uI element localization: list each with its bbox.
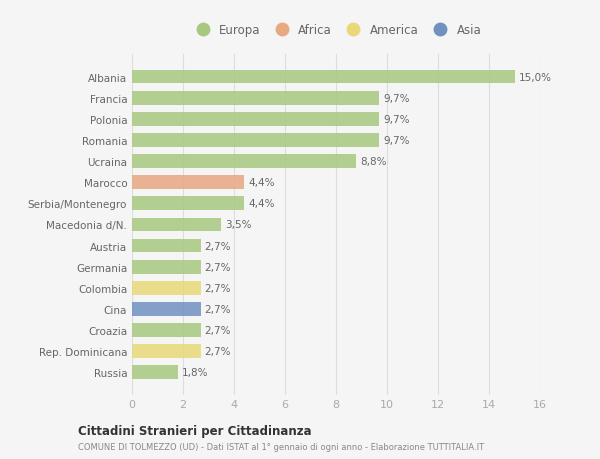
Text: 2,7%: 2,7% xyxy=(205,325,231,335)
Bar xyxy=(132,155,356,168)
Text: 1,8%: 1,8% xyxy=(182,368,208,377)
Text: 9,7%: 9,7% xyxy=(383,135,410,146)
Bar xyxy=(132,345,201,358)
Text: 2,7%: 2,7% xyxy=(205,304,231,314)
Text: 2,7%: 2,7% xyxy=(205,262,231,272)
Bar xyxy=(132,302,201,316)
Bar xyxy=(132,176,244,190)
Text: 2,7%: 2,7% xyxy=(205,283,231,293)
Text: Cittadini Stranieri per Cittadinanza: Cittadini Stranieri per Cittadinanza xyxy=(78,424,311,437)
Text: 15,0%: 15,0% xyxy=(518,73,551,82)
Text: 8,8%: 8,8% xyxy=(360,157,387,167)
Text: COMUNE DI TOLMEZZO (UD) - Dati ISTAT al 1° gennaio di ogni anno - Elaborazione T: COMUNE DI TOLMEZZO (UD) - Dati ISTAT al … xyxy=(78,442,484,451)
Legend: Europa, Africa, America, Asia: Europa, Africa, America, Asia xyxy=(187,20,485,40)
Bar xyxy=(132,112,379,126)
Bar xyxy=(132,239,201,253)
Bar xyxy=(132,134,379,147)
Bar xyxy=(132,281,201,295)
Text: 2,7%: 2,7% xyxy=(205,347,231,356)
Bar xyxy=(132,366,178,379)
Text: 4,4%: 4,4% xyxy=(248,178,275,188)
Bar xyxy=(132,324,201,337)
Text: 4,4%: 4,4% xyxy=(248,199,275,209)
Bar xyxy=(132,197,244,211)
Bar xyxy=(132,92,379,105)
Bar xyxy=(132,71,515,84)
Bar xyxy=(132,260,201,274)
Text: 9,7%: 9,7% xyxy=(383,115,410,124)
Text: 2,7%: 2,7% xyxy=(205,241,231,251)
Bar xyxy=(132,218,221,232)
Text: 3,5%: 3,5% xyxy=(225,220,251,230)
Text: 9,7%: 9,7% xyxy=(383,94,410,103)
